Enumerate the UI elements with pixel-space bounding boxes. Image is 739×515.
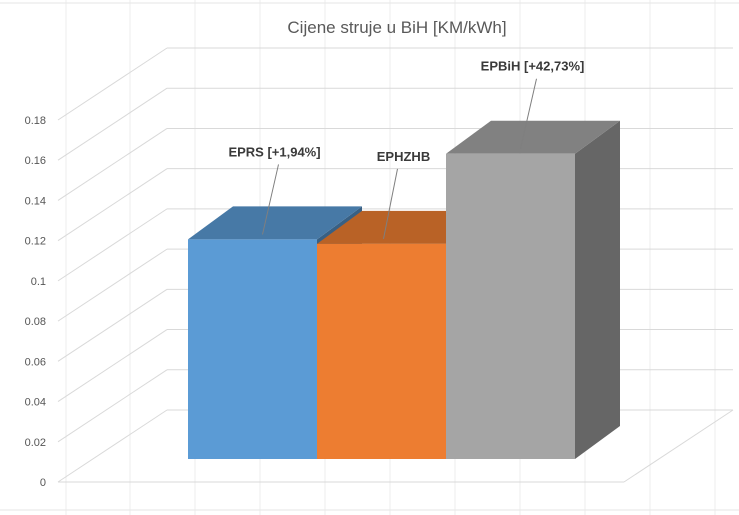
- gridline-side-2: [57, 329, 168, 402]
- data-label: EPHZHB: [377, 149, 430, 164]
- leader-line: [383, 168, 398, 239]
- bar-side: [575, 120, 620, 459]
- bar-epbih: [446, 120, 620, 459]
- gridline-side-1: [57, 369, 168, 443]
- y-tick-label: 0.06: [25, 356, 46, 368]
- y-tick-label: 0.1: [31, 276, 46, 288]
- y-tick-label: 0.12: [25, 236, 46, 248]
- y-tick-label: 0: [40, 477, 46, 489]
- y-tick-label: 0.02: [25, 437, 46, 449]
- gridline-side-3: [57, 288, 168, 362]
- gridline-side-9: [57, 47, 168, 121]
- bars: [188, 120, 620, 459]
- y-tick-label: 0.16: [25, 155, 46, 167]
- bar-front: [188, 239, 317, 459]
- bar-front: [317, 243, 446, 459]
- y-tick-label: 0.04: [25, 397, 46, 409]
- data-label: EPBiH [+42,73%]: [481, 59, 585, 74]
- gridline-side-0: [57, 409, 168, 483]
- gridline-side-8: [57, 87, 168, 161]
- y-tick-label: 0.08: [25, 316, 46, 328]
- data-labels: EPRS [+1,94%] EPHZHB EPBiH [+42,73%]: [228, 59, 584, 239]
- y-tick-label: 0.18: [25, 115, 46, 127]
- bar-top: [188, 206, 362, 240]
- floor-right-edge: [623, 409, 734, 483]
- data-label: EPRS [+1,94%]: [228, 144, 320, 159]
- bar-top: [446, 120, 620, 154]
- y-axis: 0 0.02 0.04 0.06 0.08 0.1 0.12 0.14 0.16 0.18: [25, 115, 46, 489]
- chart-title: Cijene struje u BiH [KM/kWh]: [287, 18, 506, 37]
- leader-line: [520, 78, 537, 149]
- gridline-side-5: [57, 208, 168, 282]
- bar-front: [446, 153, 575, 459]
- gridline-side-4: [57, 248, 168, 322]
- y-tick-label: 0.14: [25, 195, 46, 207]
- gridline-side-6: [57, 168, 168, 242]
- gridline-side-7: [57, 128, 168, 201]
- leader-line: [262, 164, 279, 235]
